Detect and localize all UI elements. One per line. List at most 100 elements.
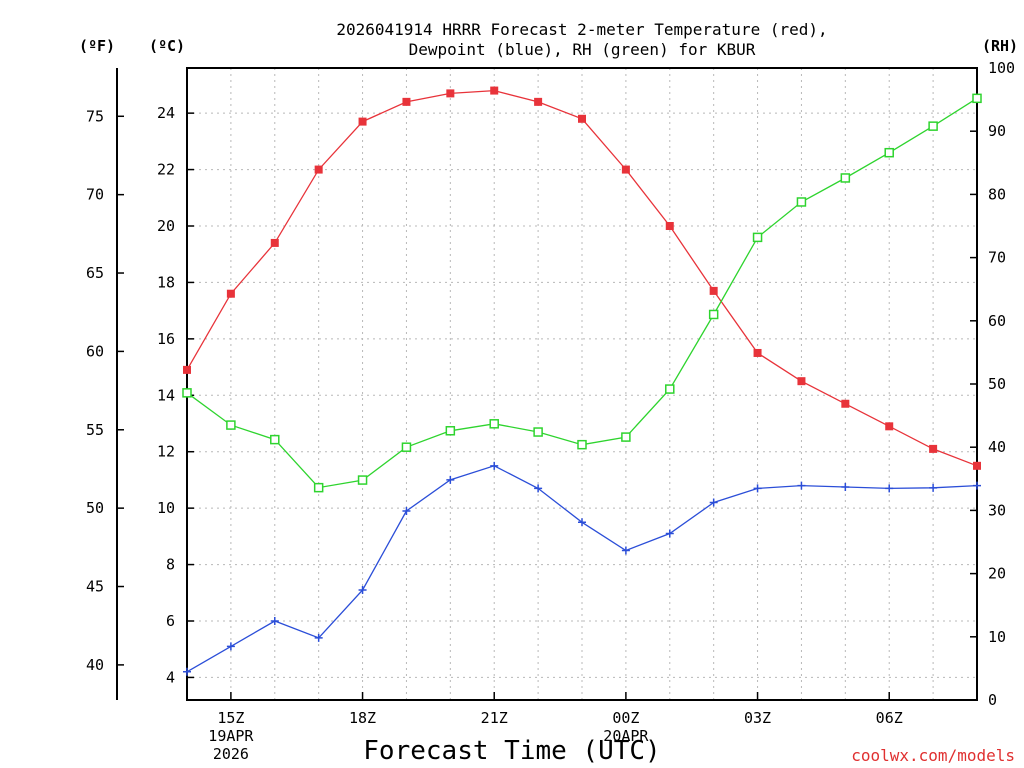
rh-point	[226, 420, 236, 430]
rh-point	[840, 173, 851, 183]
temperature-point	[973, 461, 981, 470]
dewpoint-series	[183, 461, 981, 676]
rh-point	[621, 432, 631, 442]
dewpoint-point	[885, 484, 894, 493]
rh-point	[577, 439, 587, 450]
celsius-tick-label: 20	[157, 217, 175, 235]
celsius-tick-label: 10	[157, 499, 175, 517]
temperature-point	[665, 222, 674, 230]
dewpoint-point	[929, 483, 938, 492]
temperature-point	[709, 286, 718, 295]
rh-tick-label: 50	[988, 375, 1006, 393]
rh-point	[182, 388, 192, 398]
temperature-series	[183, 86, 981, 470]
x-tick-label: 15Z	[217, 709, 244, 727]
axes	[116, 67, 978, 701]
dewpoint-point	[226, 642, 235, 651]
dewpoint-point	[490, 461, 499, 470]
fahrenheit-tick-label: 60	[86, 342, 104, 360]
fahrenheit-tick-label: 45	[86, 578, 104, 596]
dewpoint-point	[621, 546, 630, 555]
x-tick-year-label: 2026	[213, 745, 249, 763]
fahrenheit-unit-label: (ºF)	[79, 37, 115, 55]
temperature-point	[358, 117, 367, 126]
rh-unit-label: (RH)	[982, 37, 1018, 55]
temperature-point	[753, 348, 762, 357]
celsius-tick-label: 14	[157, 386, 175, 404]
x-tick-date-label: 20APR	[603, 727, 649, 745]
rh-point	[313, 482, 324, 493]
dewpoint-point	[841, 482, 850, 491]
dewpoint-point	[753, 484, 762, 493]
temperature-point	[490, 86, 499, 95]
x-tick-label: 21Z	[481, 709, 508, 727]
rh-tick-label: 100	[988, 59, 1015, 77]
x-tick-label: 06Z	[876, 709, 903, 727]
fahrenheit-tick-label: 55	[86, 421, 104, 439]
celsius-tick-label: 16	[157, 330, 175, 348]
fahrenheit-tick-label: 40	[86, 656, 104, 674]
rh-point	[972, 93, 982, 104]
x-axis-label: Forecast Time (UTC)	[363, 736, 660, 766]
fahrenheit-tick-label: 75	[86, 107, 104, 125]
x-tick-label: 03Z	[744, 709, 771, 727]
grid-lines	[187, 68, 977, 700]
fahrenheit-tick-label: 50	[86, 499, 104, 517]
celsius-tick-label: 18	[157, 273, 175, 291]
fahrenheit-tick-label: 65	[86, 264, 104, 282]
rh-tick-label: 0	[988, 691, 997, 709]
data-series	[182, 86, 982, 676]
rh-tick-label: 60	[988, 312, 1006, 330]
temperature-point	[183, 365, 191, 374]
rh-point	[796, 197, 807, 207]
celsius-tick-label: 22	[157, 161, 175, 179]
temperature-point	[314, 165, 323, 174]
rh-series	[182, 93, 982, 493]
rh-point	[489, 419, 499, 429]
credit-text: coolwx.com/models	[851, 746, 1015, 765]
temperature-point	[929, 444, 938, 453]
axis-ticks: 4 6 8 10 12 14 16 18 20 22 24 40 45 50 55 60 65 70 75 0 10 20…	[86, 59, 1015, 763]
temperature-point	[621, 165, 630, 174]
rh-tick-label: 70	[988, 249, 1006, 267]
temperature-point	[841, 399, 850, 408]
rh-point	[270, 434, 280, 445]
rh-point	[665, 384, 675, 394]
x-tick-date-label: 19APR	[208, 727, 254, 745]
dewpoint-point	[578, 518, 586, 527]
rh-point	[928, 121, 938, 131]
rh-tick-label: 80	[988, 185, 1006, 203]
rh-tick-label: 40	[988, 438, 1006, 456]
dewpoint-point	[402, 506, 411, 515]
temperature-point	[797, 377, 806, 386]
temperature-point	[226, 289, 235, 298]
rh-point	[752, 232, 763, 243]
dewpoint-point	[665, 529, 674, 538]
chart-title-line-2: Dewpoint (blue), RH (green) for KBUR	[409, 40, 756, 59]
celsius-tick-label: 24	[157, 104, 175, 122]
dewpoint-point	[709, 498, 718, 507]
rh-tick-label: 10	[988, 628, 1006, 646]
rh-point	[533, 427, 543, 437]
rh-point	[445, 426, 456, 436]
rh-point	[401, 442, 412, 452]
dewpoint-line	[186, 465, 978, 673]
rh-tick-label: 20	[988, 565, 1006, 583]
temperature-point	[534, 97, 543, 106]
celsius-tick-label: 4	[166, 668, 175, 686]
dewpoint-point	[973, 481, 981, 490]
dewpoint-point	[183, 667, 191, 676]
celsius-tick-label: 6	[166, 612, 175, 630]
dewpoint-point	[446, 475, 455, 484]
x-tick-label: 00Z	[612, 709, 639, 727]
temperature-point	[402, 97, 411, 106]
temperature-point	[270, 238, 279, 247]
rh-tick-label: 30	[988, 501, 1006, 519]
celsius-tick-label: 8	[166, 556, 175, 574]
dewpoint-point	[358, 585, 367, 594]
dewpoint-point	[797, 481, 806, 490]
rh-point	[357, 475, 368, 485]
rh-point	[708, 309, 719, 320]
dewpoint-point	[534, 484, 543, 493]
